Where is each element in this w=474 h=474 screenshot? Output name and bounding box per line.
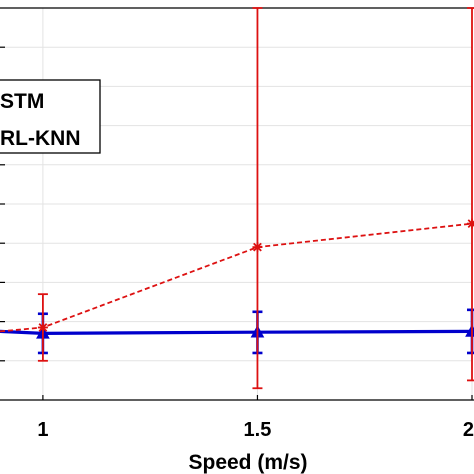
legend-entry-1: RL-KNN (0, 127, 80, 150)
axes: 1 1.5 2 (0, 7, 474, 441)
error-bar (252, 7, 263, 390)
x-tick-label: 1 (37, 419, 48, 441)
x-tick-label: 2 (463, 419, 474, 441)
series-layer (0, 7, 474, 390)
star-stroke (467, 220, 474, 228)
legend: STM RL-KNN (0, 79, 101, 154)
star-stroke (253, 242, 262, 252)
error-bar (467, 7, 474, 382)
legend-box (0, 79, 101, 154)
series-line-lstm (0, 329, 473, 335)
legend-entry-0: STM (0, 90, 44, 113)
data-point (252, 242, 263, 253)
series-line-rl-knn (0, 222, 473, 333)
data-point (467, 218, 474, 229)
data-point (37, 322, 48, 333)
x-tick-label: 1.5 (244, 419, 272, 441)
series-rl-knn (0, 7, 474, 390)
x-axis-label: Speed (m/s) (188, 451, 307, 474)
star-stroke (38, 323, 48, 332)
